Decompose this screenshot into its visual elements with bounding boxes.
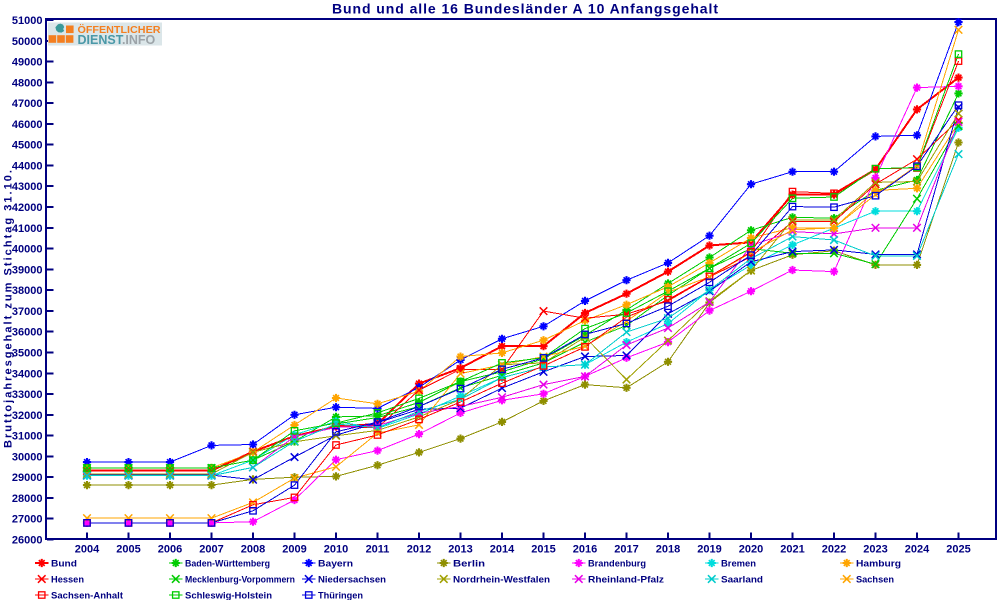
- svg-text:2008: 2008: [241, 544, 265, 556]
- svg-text:40000: 40000: [12, 244, 43, 256]
- svg-text:Niedersachsen: Niedersachsen: [318, 575, 386, 586]
- svg-text:37000: 37000: [12, 306, 43, 318]
- svg-text:2007: 2007: [199, 544, 223, 556]
- svg-text:2023: 2023: [863, 544, 887, 556]
- svg-text:2013: 2013: [448, 544, 472, 556]
- svg-text:Saarland: Saarland: [721, 575, 763, 586]
- svg-text:32000: 32000: [12, 410, 43, 422]
- svg-text:2005: 2005: [116, 544, 140, 556]
- svg-text:38000: 38000: [12, 285, 43, 297]
- svg-text:Hamburg: Hamburg: [856, 559, 901, 570]
- svg-text:2020: 2020: [739, 544, 763, 556]
- svg-text:Bund: Bund: [51, 559, 77, 570]
- svg-text:47000: 47000: [12, 98, 43, 110]
- svg-text:Sachsen-Anhalt: Sachsen-Anhalt: [51, 591, 124, 601]
- svg-text:Bremen: Bremen: [721, 559, 756, 570]
- svg-text:Schleswig-Holstein: Schleswig-Holstein: [185, 591, 272, 601]
- svg-text:2014: 2014: [490, 544, 515, 556]
- svg-text:Nordrhein-Westfalen: Nordrhein-Westfalen: [453, 575, 550, 586]
- svg-text:33000: 33000: [12, 389, 43, 401]
- svg-text:Bayern: Bayern: [318, 559, 353, 570]
- svg-text:48000: 48000: [12, 77, 43, 89]
- svg-text:2010: 2010: [324, 544, 348, 556]
- svg-text:44000: 44000: [12, 161, 43, 173]
- svg-text:2024: 2024: [905, 544, 930, 556]
- svg-text:41000: 41000: [12, 223, 43, 235]
- svg-text:2017: 2017: [614, 544, 638, 556]
- svg-text:51000: 51000: [12, 15, 43, 27]
- svg-text:2004: 2004: [75, 544, 100, 556]
- svg-text:Rheinland-Pfalz: Rheinland-Pfalz: [588, 575, 664, 586]
- svg-text:43000: 43000: [12, 181, 43, 193]
- svg-text:46000: 46000: [12, 119, 43, 131]
- svg-text:2009: 2009: [282, 544, 306, 556]
- svg-text:2012: 2012: [407, 544, 431, 556]
- svg-text:2018: 2018: [656, 544, 680, 556]
- svg-text:31000: 31000: [12, 431, 43, 443]
- svg-text:ÖFFENTLICHER: ÖFFENTLICHER: [78, 23, 161, 36]
- svg-text:2019: 2019: [697, 544, 721, 556]
- svg-text:2006: 2006: [158, 544, 182, 556]
- svg-text:Baden-Württemberg: Baden-Württemberg: [185, 559, 270, 570]
- svg-text:35000: 35000: [12, 348, 43, 360]
- svg-text:2025: 2025: [946, 544, 970, 556]
- svg-text:Brandenburg: Brandenburg: [588, 559, 646, 570]
- svg-text:45000: 45000: [12, 140, 43, 152]
- svg-text:Sachsen: Sachsen: [856, 575, 894, 586]
- svg-text:26000: 26000: [12, 535, 43, 547]
- svg-text:DIENST.INFO: DIENST.INFO: [78, 33, 156, 47]
- svg-text:2015: 2015: [531, 544, 555, 556]
- svg-text:2021: 2021: [780, 544, 804, 556]
- svg-text:42000: 42000: [12, 202, 43, 214]
- svg-text:50000: 50000: [12, 36, 43, 48]
- svg-text:28000: 28000: [12, 493, 43, 505]
- svg-text:49000: 49000: [12, 57, 43, 69]
- svg-text:2011: 2011: [366, 544, 390, 556]
- svg-text:2016: 2016: [573, 544, 597, 556]
- svg-text:34000: 34000: [12, 368, 43, 380]
- svg-text:Hessen: Hessen: [51, 575, 84, 586]
- svg-text:29000: 29000: [12, 472, 43, 484]
- svg-text:Berlin: Berlin: [453, 559, 485, 570]
- svg-text:Mecklenburg-Vorpommern: Mecklenburg-Vorpommern: [185, 575, 295, 586]
- svg-text:39000: 39000: [12, 264, 43, 276]
- svg-text:Thüringen: Thüringen: [318, 591, 363, 601]
- svg-text:Bund und alle 16 Bundesländer: Bund und alle 16 Bundesländer A 10 Anfan…: [332, 1, 718, 17]
- svg-text:30000: 30000: [12, 451, 43, 463]
- svg-text:2022: 2022: [822, 544, 846, 556]
- svg-text:36000: 36000: [12, 327, 43, 339]
- svg-text:27000: 27000: [12, 514, 43, 526]
